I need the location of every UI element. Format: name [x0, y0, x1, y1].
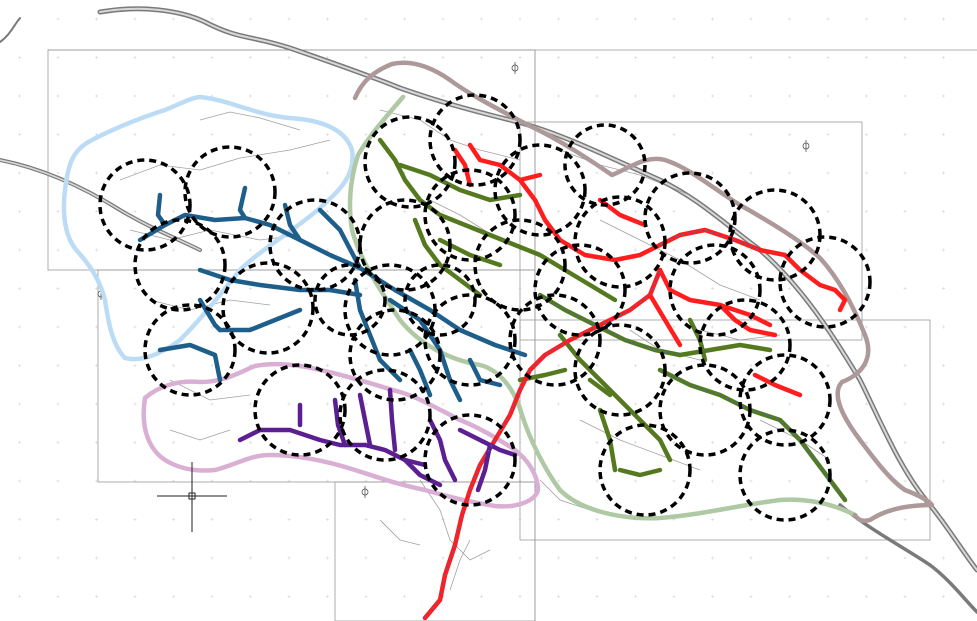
- zone-north: [347, 94, 858, 521]
- zone-northwest: [61, 94, 355, 362]
- network-blue: [137, 185, 528, 403]
- coverage-circles: [98, 93, 872, 522]
- crosshair-cursor-icon: [157, 462, 227, 532]
- highway: [0, 6, 977, 614]
- zone-northeast: [352, 60, 935, 524]
- zone-southwest: [141, 361, 541, 509]
- network-centerlines: [424, 229, 846, 619]
- zone-outlines: [61, 60, 935, 524]
